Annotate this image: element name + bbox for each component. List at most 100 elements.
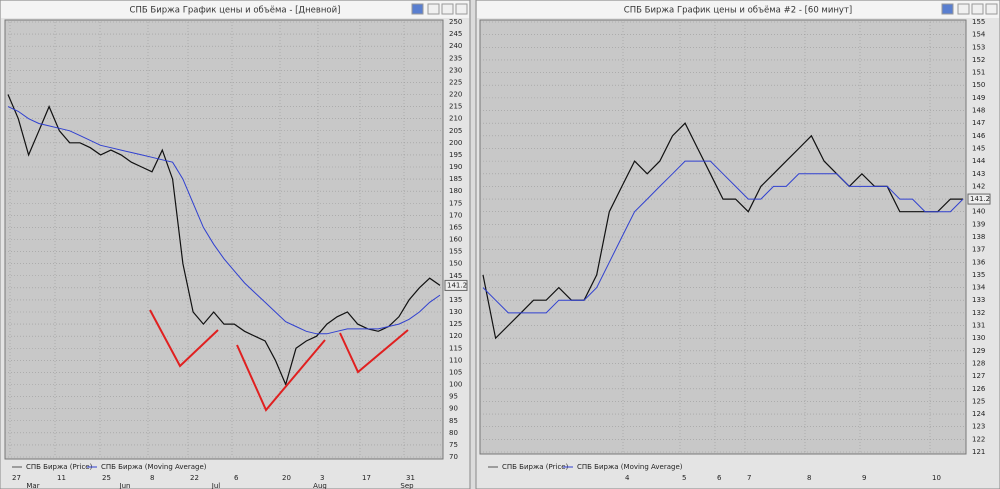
y-tick-label: 147 — [972, 119, 985, 127]
y-tick-label: 115 — [449, 344, 462, 352]
moving-average-line — [482, 160, 964, 314]
last-price-label: 141.2 — [970, 195, 990, 203]
legend-label: СПБ Биржа (Price) — [502, 463, 569, 471]
month-label: Jun — [119, 482, 131, 489]
window-title: СПБ Биржа График цены и объёма - [Дневно… — [130, 6, 341, 16]
window-button[interactable] — [411, 3, 424, 15]
month-label: Sep — [400, 482, 414, 489]
y-tick-label: 137 — [972, 246, 985, 254]
y-tick-label: 240 — [449, 42, 462, 50]
x-tick-label: 7 — [747, 474, 751, 482]
y-tick-label: 132 — [972, 309, 985, 317]
x-tick-label: 6 — [717, 474, 722, 482]
y-tick-label: 150 — [449, 260, 462, 268]
last-price-label: 141.2 — [447, 281, 467, 289]
y-tick-label: 123 — [972, 423, 985, 431]
x-tick-label: 17 — [362, 474, 371, 482]
x-tick-label: 25 — [102, 474, 111, 482]
x-tick-label: 4 — [625, 474, 630, 482]
month-label: Mar — [26, 482, 39, 489]
chart-window: СПБ Биржа График цены и объёма - [Дневно… — [0, 0, 471, 489]
y-tick-label: 160 — [449, 236, 462, 244]
y-tick-label: 205 — [449, 127, 462, 135]
title-bar — [477, 1, 999, 18]
annotations — [149, 309, 409, 412]
y-tick-label: 154 — [972, 31, 986, 39]
annotation-line — [339, 329, 409, 374]
y-tick-label: 126 — [972, 385, 986, 393]
month-label: Jul — [211, 482, 221, 489]
x-tick-label: 9 — [862, 474, 866, 482]
x-tick-label: 3 — [320, 474, 324, 482]
y-tick-label: 135 — [972, 271, 985, 279]
last-price-box — [444, 279, 468, 291]
y-tick-label: 146 — [972, 132, 986, 140]
window-button[interactable] — [441, 3, 454, 15]
x-tick-label: 11 — [57, 474, 66, 482]
y-tick-label: 130 — [449, 308, 462, 316]
y-tick-label: 190 — [449, 163, 462, 171]
y-tick-label: 149 — [972, 94, 985, 102]
y-tick-label: 130 — [972, 334, 985, 342]
x-tick-label: 6 — [234, 474, 239, 482]
y-tick-label: 110 — [449, 356, 462, 364]
x-tick-label: 8 — [150, 474, 154, 482]
y-tick-label: 152 — [972, 56, 985, 64]
window-button[interactable] — [455, 3, 468, 15]
last-price-box — [967, 193, 991, 205]
x-tick-label: 27 — [12, 474, 21, 482]
legend-label: СПБ Биржа (Moving Average) — [577, 463, 683, 471]
y-tick-label: 155 — [972, 18, 985, 26]
month-label: Aug — [313, 482, 327, 489]
y-tick-label: 155 — [449, 248, 462, 256]
y-tick-label: 170 — [449, 211, 462, 219]
y-tick-label: 95 — [449, 393, 458, 401]
y-tick-label: 140 — [972, 208, 985, 216]
y-tick-label: 220 — [449, 91, 462, 99]
y-tick-label: 245 — [449, 30, 462, 38]
y-tick-label: 151 — [972, 69, 985, 77]
y-tick-label: 165 — [449, 223, 462, 231]
legend-label: СПБ Биржа (Moving Average) — [101, 463, 207, 471]
window-button[interactable] — [971, 3, 984, 15]
moving-average-line — [7, 106, 441, 335]
y-tick-label: 153 — [972, 43, 985, 51]
y-tick-label: 121 — [972, 448, 985, 456]
y-tick-label: 180 — [449, 187, 462, 195]
y-tick-label: 85 — [449, 417, 458, 425]
y-tick-label: 134 — [972, 284, 986, 292]
x-tick-label: 20 — [282, 474, 291, 482]
window-button[interactable] — [985, 3, 998, 15]
y-tick-label: 195 — [449, 151, 462, 159]
y-tick-label: 139 — [972, 220, 985, 228]
y-tick-label: 100 — [449, 381, 462, 389]
y-tick-label: 75 — [449, 441, 458, 449]
x-tick-label: 5 — [682, 474, 686, 482]
y-tick-label: 142 — [972, 182, 985, 190]
y-tick-label: 90 — [449, 405, 458, 413]
y-tick-label: 120 — [449, 332, 462, 340]
y-tick-label: 148 — [972, 107, 985, 115]
chart-window: СПБ Биржа График цены и объёма #2 - [60 … — [475, 0, 1000, 489]
y-tick-label: 124 — [972, 410, 986, 418]
y-tick-label: 133 — [972, 296, 985, 304]
x-tick-label: 8 — [807, 474, 811, 482]
y-tick-label: 175 — [449, 199, 462, 207]
y-tick-label: 80 — [449, 429, 458, 437]
y-tick-label: 150 — [972, 81, 985, 89]
annotation-line — [236, 339, 326, 412]
y-tick-label: 225 — [449, 78, 462, 86]
window-button[interactable] — [941, 3, 954, 15]
annotation-line — [149, 309, 219, 368]
y-tick-label: 122 — [972, 435, 985, 443]
y-tick-label: 125 — [449, 320, 462, 328]
y-tick-label: 128 — [972, 359, 985, 367]
y-tick-label: 70 — [449, 453, 458, 461]
window-button[interactable] — [427, 3, 440, 15]
y-tick-label: 135 — [449, 296, 462, 304]
y-tick-label: 210 — [449, 115, 462, 123]
y-tick-label: 185 — [449, 175, 462, 183]
title-bar — [1, 1, 469, 18]
window-button[interactable] — [957, 3, 970, 15]
